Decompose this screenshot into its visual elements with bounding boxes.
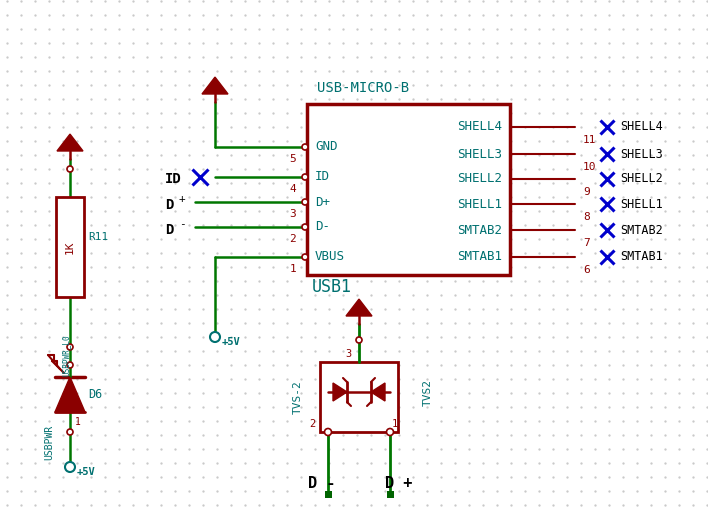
Text: D +: D + [385,477,412,492]
Text: 9: 9 [583,187,590,197]
Text: 2: 2 [310,419,316,429]
Text: 10: 10 [583,162,597,172]
Text: ID: ID [165,172,182,186]
Polygon shape [346,299,372,316]
Text: SHELL4: SHELL4 [457,120,502,134]
Circle shape [302,174,308,180]
Polygon shape [202,77,228,94]
Text: 1: 1 [75,417,81,427]
Text: SHELL2: SHELL2 [620,173,663,185]
Text: SMTAB2: SMTAB2 [457,224,502,237]
Circle shape [387,429,394,436]
Polygon shape [371,383,385,401]
Text: USB-MICRO-B: USB-MICRO-B [317,81,409,95]
Circle shape [356,337,362,343]
Text: USBPWR_L0: USBPWR_L0 [62,334,71,376]
Circle shape [67,344,73,350]
Text: 6: 6 [583,265,590,275]
Bar [324,490,331,498]
Text: SHELL1: SHELL1 [457,198,502,210]
Bar [307,104,510,275]
Text: -: - [179,219,185,229]
Polygon shape [55,377,85,412]
Text: 3: 3 [345,349,351,359]
Text: ID: ID [315,170,330,183]
Text: D -: D - [308,477,336,492]
Text: USB1: USB1 [312,278,352,296]
Text: 7: 7 [583,238,590,248]
Text: SMTAB1: SMTAB1 [620,250,663,264]
Text: SHELL4: SHELL4 [620,120,663,134]
Polygon shape [333,383,347,401]
Text: +5V: +5V [222,337,241,347]
Bar [387,490,394,498]
Bar [320,362,398,432]
Circle shape [67,429,73,435]
Text: USBPWR: USBPWR [44,424,54,460]
Text: D-: D- [315,221,330,233]
Text: 1: 1 [392,419,398,429]
Text: R11: R11 [88,232,108,242]
Text: SHELL2: SHELL2 [457,173,502,185]
Text: SHELL1: SHELL1 [620,198,663,210]
Circle shape [210,332,220,342]
Text: 1: 1 [290,264,297,274]
Text: D+: D+ [315,196,330,208]
Text: SHELL3: SHELL3 [620,147,663,160]
Circle shape [65,462,75,472]
Text: TVS2: TVS2 [423,378,433,406]
Circle shape [302,254,308,260]
Circle shape [67,166,73,172]
Text: D6: D6 [88,389,102,401]
Polygon shape [57,134,83,151]
Text: 5: 5 [290,154,297,164]
Text: 2: 2 [290,234,297,244]
Text: SMTAB2: SMTAB2 [620,224,663,237]
Circle shape [67,362,73,368]
Bar [56,197,84,297]
Text: +5V: +5V [77,467,96,477]
Text: D: D [165,223,173,237]
Text: SMTAB1: SMTAB1 [457,250,502,264]
Circle shape [302,224,308,230]
Text: 3: 3 [290,209,297,219]
Text: 8: 8 [583,212,590,222]
Text: GND: GND [315,140,338,154]
Text: 1K: 1K [65,240,75,254]
Circle shape [302,199,308,205]
Text: TVS-2: TVS-2 [293,380,303,414]
Text: D: D [165,198,173,212]
Text: 4: 4 [290,184,297,194]
Text: SHELL3: SHELL3 [457,147,502,160]
Circle shape [302,144,308,150]
Text: +: + [179,194,185,204]
Text: 11: 11 [583,135,597,145]
Text: VBUS: VBUS [315,250,345,264]
Circle shape [324,429,331,436]
